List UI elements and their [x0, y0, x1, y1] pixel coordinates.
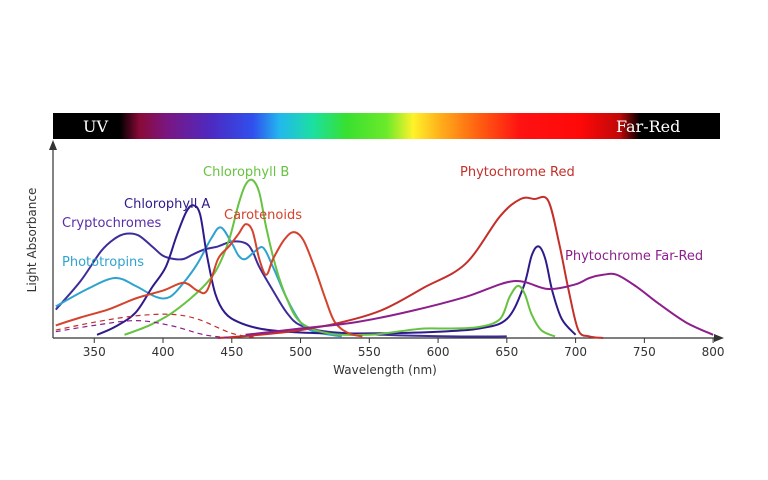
- label-phytochrome-red: Phytochrome Red: [460, 165, 575, 180]
- curve-phytochrome-far-red: [245, 272, 714, 336]
- x-tick-label-600: 600: [427, 345, 450, 359]
- x-tick-label-350: 350: [83, 345, 106, 359]
- spectrum-bar: [53, 113, 720, 139]
- y-axis-arrow-icon: [49, 140, 57, 150]
- x-tick-label-800: 800: [702, 345, 725, 359]
- uv-label: UV: [83, 117, 108, 136]
- label-phytochrome-far-red: Phytochrome Far-Red: [565, 249, 703, 264]
- x-tick-label-400: 400: [152, 345, 175, 359]
- curve-dashed-8: [55, 320, 232, 339]
- x-tick-label-750: 750: [633, 345, 656, 359]
- y-axis-title: Light Absorbance: [25, 188, 39, 293]
- far-red-label: Far-Red: [616, 117, 680, 136]
- absorbance-curves: [55, 178, 714, 339]
- x-tick-label-500: 500: [289, 345, 312, 359]
- curve-carotenoids: [55, 223, 363, 338]
- label-phototropins: Phototropins: [62, 255, 144, 270]
- curve-chlorophyll-a: [96, 204, 577, 336]
- x-axis-arrow-icon: [714, 334, 724, 342]
- label-carotenoids: Carotenoids: [224, 208, 302, 223]
- x-tick-label-700: 700: [564, 345, 587, 359]
- curve-dashed-7: [55, 313, 260, 339]
- label-cryptochromes: Cryptochromes: [62, 216, 161, 231]
- label-chlorophyll-b: Chlorophyll B: [203, 165, 289, 180]
- label-chlorophyll-a: Chlorophyll A: [124, 197, 210, 212]
- x-tick-label-450: 450: [220, 345, 243, 359]
- x-axis-ticks: 350 400 450 500 550 600 650 700 750 800: [83, 338, 725, 359]
- x-tick-label-550: 550: [358, 345, 381, 359]
- x-tick-label-650: 650: [495, 345, 518, 359]
- x-axis-title: Wavelength (nm): [333, 363, 437, 377]
